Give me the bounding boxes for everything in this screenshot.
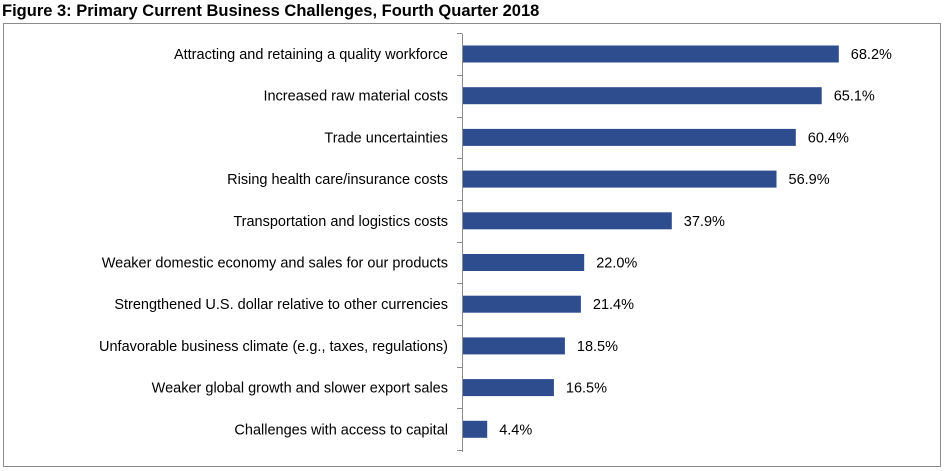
value-label: 18.5% — [577, 339, 618, 355]
value-label: 65.1% — [834, 89, 875, 105]
category-label: Trade uncertainties — [324, 130, 448, 146]
value-label: 56.9% — [789, 172, 830, 188]
value-label: 4.4% — [499, 422, 532, 438]
category-label: Weaker global growth and slower export s… — [152, 381, 448, 397]
bar — [463, 212, 672, 230]
category-label: Transportation and logistics costs — [233, 214, 448, 230]
category-label: Attracting and retaining a quality workf… — [174, 47, 448, 63]
category-label: Strengthened U.S. dollar relative to oth… — [114, 297, 448, 313]
value-label: 68.2% — [851, 47, 892, 63]
bar — [463, 128, 796, 146]
bar — [463, 420, 488, 438]
category-label: Increased raw material costs — [263, 89, 448, 105]
bar — [463, 45, 839, 63]
category-axis-ticks — [457, 33, 463, 451]
value-label: 22.0% — [596, 256, 637, 272]
bar — [463, 337, 565, 355]
chart-frame — [3, 23, 941, 467]
bars-group — [463, 45, 839, 438]
bar — [463, 379, 554, 397]
category-label: Unfavorable business climate (e.g., taxe… — [99, 339, 448, 355]
figure-title: Figure 3: Primary Current Business Chall… — [2, 2, 540, 20]
bar — [463, 170, 777, 188]
value-label: 60.4% — [808, 130, 849, 146]
category-label: Challenges with access to capital — [234, 422, 448, 438]
category-label: Rising health care/insurance costs — [227, 172, 448, 188]
category-labels-group: Attracting and retaining a quality workf… — [99, 47, 448, 438]
bar — [463, 295, 581, 313]
value-labels-group: 68.2% 65.1% 60.4% 56.9% 37.9% 22.0% 21.4% 18.5%… — [499, 47, 892, 438]
value-label: 16.5% — [566, 381, 607, 397]
value-label: 21.4% — [593, 297, 634, 313]
value-label: 37.9% — [684, 214, 725, 230]
bar — [463, 254, 585, 271]
category-label: Weaker domestic economy and sales for ou… — [102, 256, 448, 272]
bar — [463, 87, 822, 105]
